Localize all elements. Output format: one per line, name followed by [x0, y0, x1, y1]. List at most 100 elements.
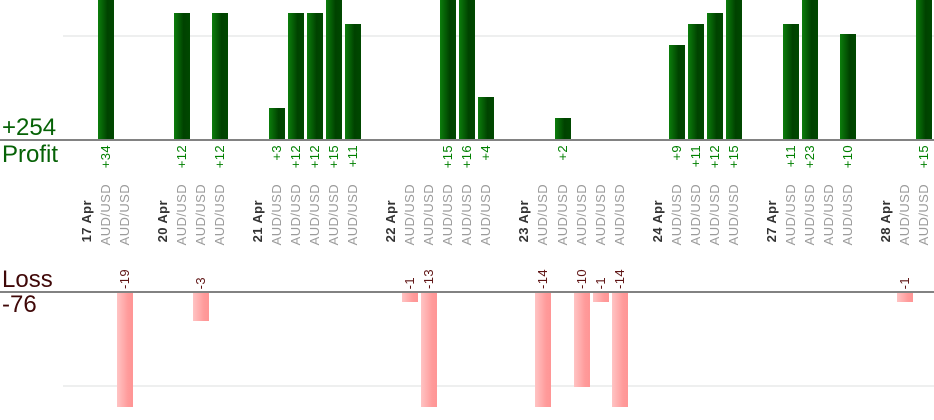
profit-bar — [668, 44, 685, 139]
profit-bar — [725, 0, 742, 139]
loss-bar — [535, 293, 552, 407]
profit-bar — [801, 0, 818, 139]
instrument-label: AUD/USD — [706, 184, 722, 246]
date-label: 17 Apr — [79, 200, 94, 243]
instrument-label: AUD/USD — [535, 184, 551, 246]
profit-bar — [98, 0, 115, 139]
instrument-label: AUD/USD — [554, 184, 570, 246]
instrument-label: AUD/USD — [611, 184, 627, 246]
instrument-label: AUD/USD — [820, 184, 836, 246]
profit-bar — [174, 13, 191, 139]
profit-bar — [706, 13, 723, 139]
trade-value-label: +15 — [915, 145, 931, 169]
trade-value-label: -14 — [535, 269, 551, 289]
loss-gridline — [63, 385, 934, 387]
trade-value-label: -3 — [193, 276, 209, 289]
trade-value-label: +12 — [307, 145, 323, 169]
instrument-label: AUD/USD — [725, 184, 741, 246]
profit-bar — [687, 23, 704, 139]
date-label: 20 Apr — [155, 200, 171, 243]
loss-bar — [592, 293, 609, 303]
trade-value-label: -1 — [402, 276, 418, 289]
instrument-label: AUD/USD — [288, 184, 304, 246]
trade-value-label: -14 — [611, 269, 627, 289]
profit-axis-label: Profit — [2, 141, 59, 168]
loss-bar — [193, 293, 210, 322]
trade-value-label: +11 — [687, 145, 703, 168]
date-label: 24 Apr — [649, 200, 665, 243]
trade-value-label: +9 — [668, 145, 684, 161]
date-label: 27 Apr — [763, 200, 779, 243]
instrument-label: AUD/USD — [592, 184, 608, 246]
loss-bar — [611, 293, 628, 407]
instrument-label: AUD/USD — [478, 184, 494, 246]
profit-gridline — [63, 35, 934, 37]
profit-bar — [839, 34, 856, 139]
trade-value-label: +11 — [782, 145, 798, 168]
trade-value-label: +23 — [801, 145, 817, 169]
trade-value-label: -1 — [592, 276, 608, 289]
profit-bar — [326, 0, 343, 139]
trade-value-label: +15 — [326, 145, 342, 169]
trade-value-label: +3 — [269, 145, 285, 161]
trade-value-label: +12 — [288, 145, 304, 169]
trade-value-label: +34 — [98, 145, 114, 169]
instrument-label: AUD/USD — [212, 184, 228, 246]
trade-value-label: -1 — [896, 276, 912, 289]
instrument-label: AUD/USD — [687, 184, 703, 246]
profit-bar — [307, 13, 324, 139]
trade-value-label: +11 — [345, 145, 361, 168]
trade-value-label: +15 — [440, 145, 456, 169]
instrument-label: AUD/USD — [915, 184, 931, 246]
profit-bar — [478, 97, 495, 139]
profit-bar — [269, 107, 286, 139]
profit-bar — [212, 13, 229, 139]
instrument-label: AUD/USD — [896, 184, 912, 246]
instrument-label: AUD/USD — [801, 184, 817, 246]
profit-bar — [915, 0, 932, 139]
profit-bar — [782, 23, 799, 139]
profit-total: +254 — [2, 114, 57, 141]
loss-bar — [117, 293, 134, 407]
instrument-label: AUD/USD — [782, 184, 798, 246]
instrument-label: AUD/USD — [98, 184, 114, 246]
loss-bar — [573, 293, 590, 387]
instrument-label: AUD/USD — [193, 184, 209, 246]
trade-value-label: -13 — [421, 269, 437, 289]
instrument-label: AUD/USD — [421, 184, 437, 246]
loss-axis-label: Loss — [2, 266, 53, 293]
profit-bar — [288, 13, 305, 139]
trade-value-label: +16 — [459, 145, 475, 169]
instrument-label: AUD/USD — [345, 184, 361, 246]
loss-bar — [896, 293, 913, 303]
date-label: 28 Apr — [877, 200, 893, 243]
loss-bar — [402, 293, 419, 303]
instrument-label: AUD/USD — [668, 184, 684, 246]
instrument-label: AUD/USD — [440, 184, 456, 246]
date-label: 23 Apr — [516, 200, 532, 243]
profit-bar — [440, 0, 457, 139]
date-label: 22 Apr — [383, 200, 399, 243]
instrument-label: AUD/USD — [269, 184, 285, 246]
trade-value-label: +15 — [725, 145, 741, 169]
trade-value-label: +10 — [839, 145, 855, 169]
instrument-label: AUD/USD — [402, 184, 418, 246]
loss-bar — [421, 293, 438, 407]
instrument-label: AUD/USD — [174, 184, 190, 246]
instrument-label: AUD/USD — [839, 184, 855, 246]
trade-value-label: +2 — [554, 145, 570, 161]
profit-baseline — [0, 139, 934, 141]
instrument-label: AUD/USD — [326, 184, 342, 246]
profit-bar — [345, 23, 362, 139]
instrument-label: AUD/USD — [117, 184, 133, 246]
instrument-label: AUD/USD — [573, 184, 589, 246]
trade-value-label: -10 — [573, 269, 589, 289]
trade-value-label: +12 — [174, 145, 190, 169]
trade-value-label: +12 — [706, 145, 722, 169]
trade-value-label: +4 — [478, 145, 494, 161]
loss-baseline — [0, 291, 934, 293]
loss-total: -76 — [2, 291, 37, 318]
profit-bar — [554, 118, 571, 139]
trade-value-label: -19 — [117, 269, 133, 289]
